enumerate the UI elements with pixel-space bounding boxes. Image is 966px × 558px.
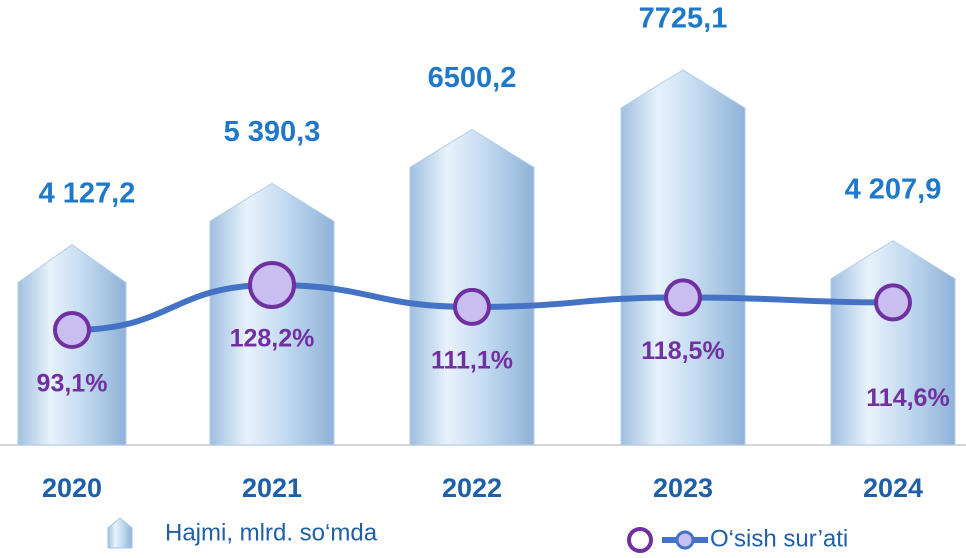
bar: [830, 240, 956, 446]
marker: [53, 311, 91, 349]
x-tick-label: 2020: [42, 473, 102, 503]
data-label: 111,1%: [431, 347, 513, 375]
legend-label: Hajmi, mlrd. so‘mda: [165, 519, 378, 546]
legend-label: O‘sish sur’ati: [710, 525, 848, 552]
x-tick-label: 2022: [442, 473, 502, 503]
marker: [453, 287, 491, 326]
marker: [248, 261, 296, 309]
legend-line: O‘sish sur’ati: [627, 525, 848, 553]
data-label: 128,2%: [230, 325, 315, 353]
data-label: 114,6%: [866, 384, 949, 412]
data-label: 4 127,2: [39, 177, 136, 209]
bar: [409, 128, 535, 446]
legend-bar-icon: [107, 517, 133, 549]
bar: [209, 182, 335, 446]
marker: [874, 283, 912, 322]
data-label: 7725,1: [639, 3, 728, 35]
legend-marker-icon: [627, 527, 653, 553]
marker: [664, 278, 702, 317]
data-label: 118,5%: [641, 337, 724, 365]
x-tick-label: 2024: [863, 473, 923, 503]
data-label: 93,1%: [37, 370, 108, 398]
bar: [620, 69, 746, 446]
data-label: 4 207,9: [845, 173, 942, 205]
x-tick-label: 2023: [653, 473, 713, 503]
data-label: 5 390,3: [224, 116, 321, 148]
legend-line-marker: [675, 530, 695, 550]
data-label: 6500,2: [428, 62, 517, 94]
legend-bar: Hajmi, mlrd. so‘mda: [107, 517, 378, 549]
x-tick-label: 2021: [242, 473, 302, 503]
